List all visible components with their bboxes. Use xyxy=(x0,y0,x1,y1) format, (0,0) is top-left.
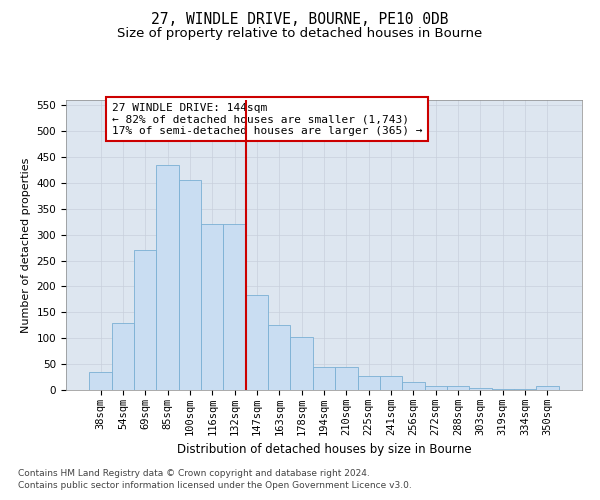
Bar xyxy=(425,386,447,390)
Bar xyxy=(179,180,201,390)
Text: Contains HM Land Registry data © Crown copyright and database right 2024.
Contai: Contains HM Land Registry data © Crown c… xyxy=(18,468,412,490)
Bar xyxy=(536,386,559,390)
Text: Size of property relative to detached houses in Bourne: Size of property relative to detached ho… xyxy=(118,28,482,40)
Bar xyxy=(268,326,290,390)
Bar xyxy=(112,322,134,390)
Bar xyxy=(335,366,358,390)
Bar xyxy=(223,224,246,390)
Text: 27 WINDLE DRIVE: 144sqm
← 82% of detached houses are smaller (1,743)
17% of semi: 27 WINDLE DRIVE: 144sqm ← 82% of detache… xyxy=(112,102,422,136)
Bar xyxy=(469,388,491,390)
Bar xyxy=(201,224,223,390)
Text: 27, WINDLE DRIVE, BOURNE, PE10 0DB: 27, WINDLE DRIVE, BOURNE, PE10 0DB xyxy=(151,12,449,28)
Bar xyxy=(491,389,514,390)
Bar xyxy=(402,382,425,390)
Bar xyxy=(89,372,112,390)
Text: Distribution of detached houses by size in Bourne: Distribution of detached houses by size … xyxy=(176,442,472,456)
Bar xyxy=(134,250,157,390)
Bar xyxy=(246,295,268,390)
Bar xyxy=(514,389,536,390)
Bar xyxy=(290,336,313,390)
Bar xyxy=(447,386,469,390)
Bar xyxy=(313,366,335,390)
Bar xyxy=(157,164,179,390)
Bar xyxy=(358,376,380,390)
Bar xyxy=(380,376,402,390)
Y-axis label: Number of detached properties: Number of detached properties xyxy=(21,158,31,332)
